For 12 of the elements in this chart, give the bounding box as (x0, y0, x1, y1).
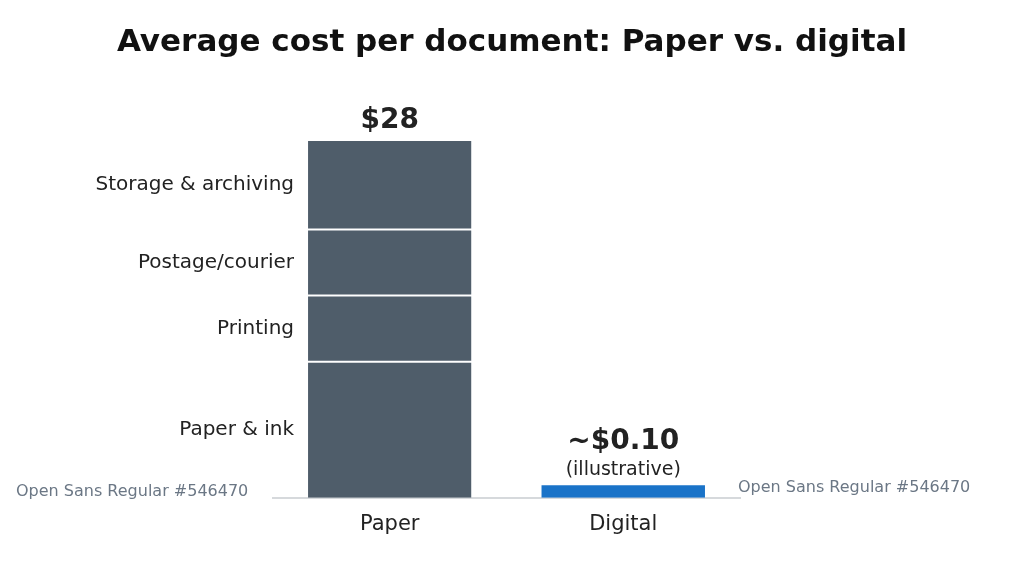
x-tick-label: Digital (589, 510, 658, 535)
series-label: Postage/courier (137, 248, 295, 273)
annotation: ~$0.10 (567, 422, 680, 456)
x-tick-label: Paper (360, 510, 420, 535)
text: Open Sans Regular #546470 (16, 480, 249, 500)
annotation: Open Sans Regular #546470 (738, 476, 971, 496)
series-label: Paper & ink (179, 416, 295, 441)
series-label: Printing (217, 314, 295, 339)
annotation: (illustrative) (565, 456, 681, 479)
chart-title: Average cost per document: Paper vs. digital (116, 22, 908, 58)
annotation: $28 (360, 102, 419, 136)
series-label: Storage & archiving (95, 171, 295, 196)
